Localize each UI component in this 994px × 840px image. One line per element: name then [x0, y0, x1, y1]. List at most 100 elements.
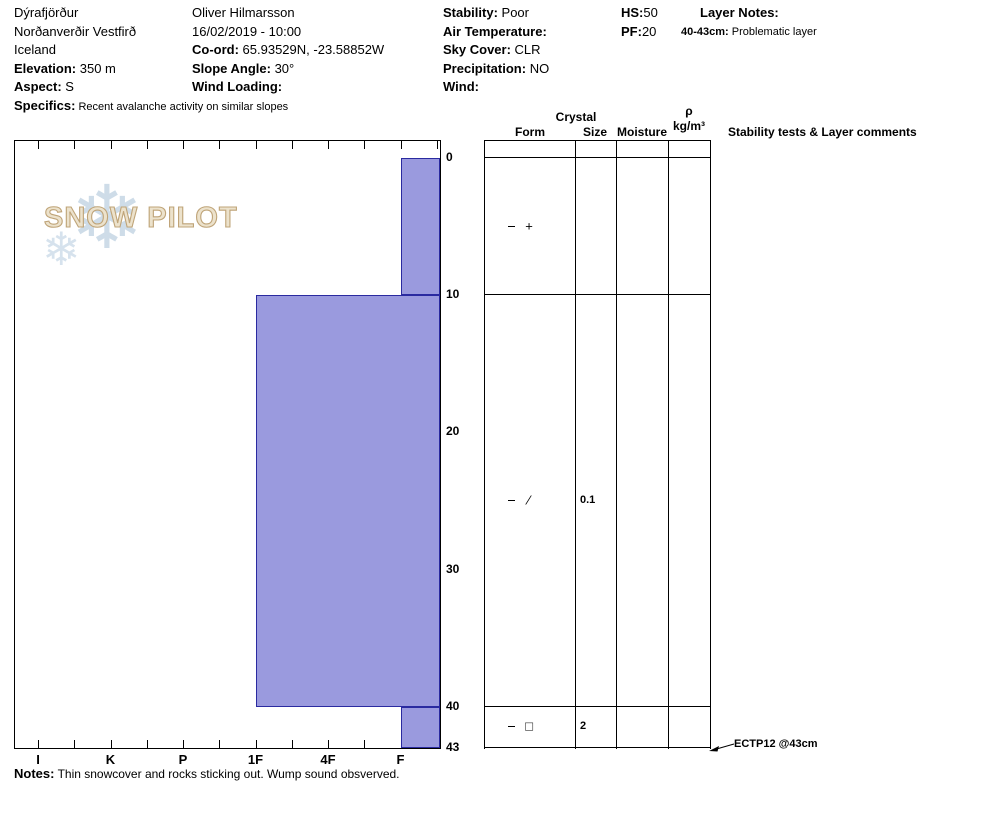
observation-datetime: 16/02/2019 - 10:00	[192, 23, 302, 39]
axis-tick	[110, 141, 112, 149]
observer-name: Oliver Hilmarsson	[192, 5, 295, 20]
hardness-layer-bar	[255, 295, 440, 707]
axis-tick	[183, 141, 184, 149]
axis-tick	[219, 141, 221, 149]
hardness-axis-label: F	[396, 752, 405, 767]
wind-loading-label: Wind Loading:	[192, 79, 283, 94]
axis-tick	[110, 740, 112, 748]
depth-tick-label: 30	[446, 561, 460, 576]
notes-label: Notes:	[14, 766, 55, 781]
depth-tick-label: 43	[446, 740, 460, 754]
layer-mid-tick	[508, 500, 515, 502]
hardness-axis-label: 4F	[320, 752, 336, 767]
conditions-info: Stability: Poor Air Temperature: Sky Cov…	[443, 4, 549, 97]
hardness-axis-label: P	[178, 752, 188, 767]
grain-form-symbol: +	[525, 218, 533, 234]
wind-label: Wind:	[443, 79, 479, 94]
axis-tick	[364, 141, 366, 149]
depth-tick-label: 40	[446, 698, 460, 713]
axis-tick	[291, 141, 293, 149]
axis-tick	[255, 141, 257, 149]
sky-cover-value: CLR	[510, 42, 541, 57]
precip-value: NO	[526, 60, 550, 76]
hs-label: HS:	[621, 5, 644, 20]
form-column-header: Form	[515, 125, 545, 139]
axis-tick	[436, 141, 438, 149]
aspect-label: Aspect:	[14, 79, 62, 94]
layer-notes-title: Layer Notes:	[681, 4, 817, 23]
elevation-label: Elevation:	[14, 60, 77, 76]
table-gridline-v	[668, 140, 669, 749]
moisture-column-header: Moisture	[616, 125, 668, 139]
stability-label: Stability:	[443, 5, 498, 20]
stability-tests-header: Stability tests & Layer comments	[728, 125, 917, 139]
crystal-column-header: Crystal	[555, 110, 597, 124]
axis-tick	[146, 141, 148, 149]
hardness-layer-bar	[400, 706, 440, 748]
snow-depth-info: HS:50 PF:20	[621, 4, 658, 41]
axis-tick	[328, 740, 329, 748]
sky-cover-line: Sky Cover: CLR	[443, 41, 549, 60]
grain-size-value: 2	[580, 720, 587, 733]
density-units-header: kg/m³	[672, 119, 706, 133]
layer-note-depth: 40-43cm:	[681, 25, 729, 38]
grain-form-symbol: □	[525, 718, 533, 734]
site-name: Dýrafjörður	[14, 5, 79, 20]
axis-tick	[328, 141, 329, 149]
axis-tick	[74, 141, 76, 149]
depth-tick-label: 0	[446, 150, 453, 164]
hs-line: HS:50	[621, 4, 658, 23]
layer-notes-info: Layer Notes: 40-43cm: Problematic layer	[681, 4, 817, 41]
axis-tick	[74, 740, 76, 748]
layer-mid-tick	[508, 726, 515, 728]
layer-mid-tick	[508, 225, 515, 227]
layer-note-text: Problematic layer	[728, 25, 817, 38]
stability-line: Stability: Poor	[443, 4, 549, 23]
depth-tick-label: 10	[446, 287, 460, 302]
axis-tick	[38, 141, 39, 149]
hardness-axis-label: I	[36, 752, 40, 767]
country-name: Iceland	[14, 42, 56, 57]
layer-notes-label: Layer Notes:	[700, 5, 779, 20]
region-name: Norðanverðir Vestfirð	[14, 23, 137, 39]
axis-tick	[364, 740, 366, 748]
axis-tick	[146, 740, 148, 748]
wind-loading-line: Wind Loading:	[192, 78, 384, 97]
pf-line: PF:20	[621, 23, 658, 42]
hardness-layer-bar	[400, 158, 440, 296]
density-column-header: ρ	[685, 104, 693, 118]
elevation-value: 350 m	[76, 60, 116, 76]
axis-tick	[183, 740, 184, 748]
aspect-line: Aspect: S	[14, 78, 288, 97]
precip-line: Precipitation: NO	[443, 60, 549, 79]
air-temp-label: Air Temperature:	[443, 23, 547, 39]
table-gridline-v	[484, 140, 485, 749]
table-layer-boundary-line	[484, 294, 711, 296]
stability-test-label: ECTP12 @43cm	[734, 738, 818, 750]
observation-info: Oliver Hilmarsson 16/02/2019 - 10:00 Co-…	[192, 4, 384, 97]
notes-text: Thin snowcover and rocks sticking out. W…	[54, 767, 400, 781]
sky-cover-label: Sky Cover:	[443, 42, 511, 57]
hardness-axis-label: K	[105, 752, 116, 767]
specifics-line: Specifics: Recent avalanche activity on …	[14, 97, 288, 116]
axis-tick	[255, 740, 257, 748]
elevation-line: Elevation: 350 m	[14, 60, 288, 79]
table-gridline-h	[484, 140, 711, 141]
table-layer-boundary-line	[484, 157, 711, 158]
size-column-header: Size	[582, 125, 608, 139]
axis-tick	[400, 141, 402, 149]
axis-tick	[38, 740, 39, 748]
test-arrow-icon	[707, 741, 735, 755]
table-gridline-v	[710, 140, 711, 749]
slope-angle-line: Slope Angle: 30°	[192, 60, 384, 79]
axis-tick	[291, 740, 293, 748]
axis-tick	[219, 740, 221, 748]
hardness-axis-label: 1F	[247, 752, 264, 767]
layer-note-item: 40-43cm: Problematic layer	[681, 23, 817, 42]
air-temp-line: Air Temperature:	[443, 23, 549, 42]
grain-size-value: 0.1	[580, 494, 596, 507]
depth-tick-label: 20	[446, 424, 460, 439]
slope-angle-value: 30°	[270, 60, 295, 76]
grain-form-symbol: ∕	[527, 492, 531, 508]
